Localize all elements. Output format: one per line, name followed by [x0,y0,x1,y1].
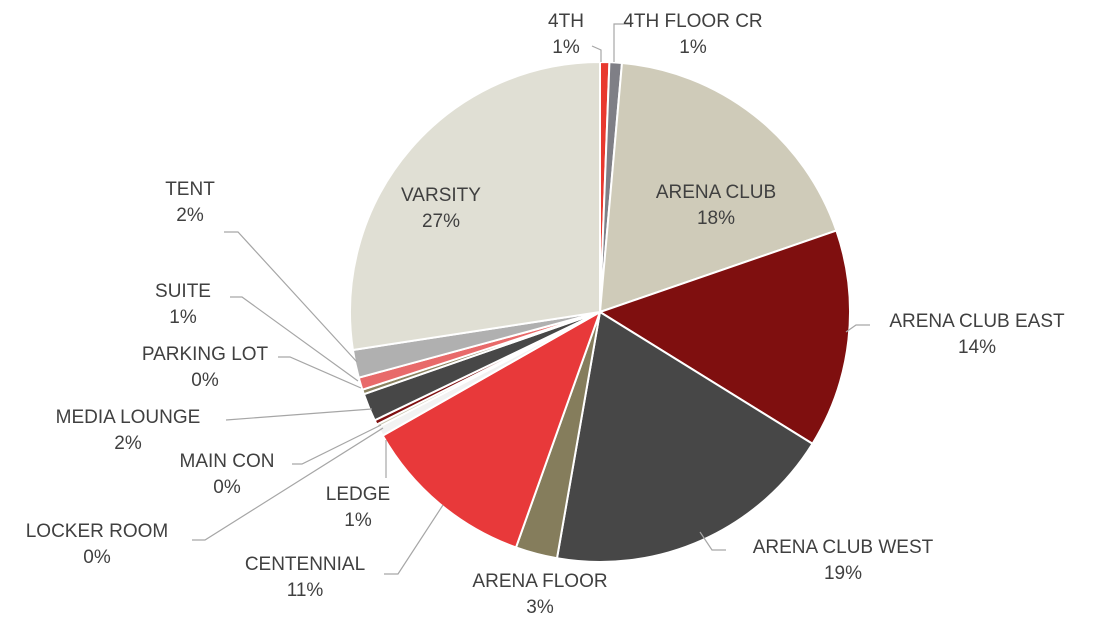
slice-value-label: 1% [344,510,372,531]
leader-line [278,356,362,389]
slice-label: VARSITY [401,185,481,206]
slice-value-label: 11% [287,580,324,601]
leader-line [699,531,726,551]
leader-line [192,427,384,541]
slice-value-label: 1% [552,37,580,58]
slice-label: MAIN CON [180,451,275,472]
slice-value-label: 2% [114,433,142,454]
slice-label: MEDIA LOUNGE [56,407,201,428]
slice-label: ARENA CLUB EAST [889,311,1065,332]
slice-value-label: 2% [176,205,204,226]
leader-line [613,23,632,62]
leader-line [292,424,382,465]
slice-label: PARKING LOT [142,344,269,365]
slice-value-label: 1% [679,37,707,58]
slice-label: TENT [165,179,215,200]
slice-label: ARENA CLUB WEST [753,537,934,558]
leader-line [384,504,444,575]
slice-value-label: 27% [422,211,460,232]
slice-label: 4TH [548,11,584,32]
slice-label: ARENA FLOOR [472,571,607,592]
pie-slice [598,61,838,314]
slice-value-label: 19% [824,563,862,584]
slice-value-label: 0% [213,477,241,498]
leader-line [224,231,358,363]
pie-slice [349,60,601,352]
slice-label: LOCKER ROOM [26,521,169,542]
slice-label: LEDGE [326,484,390,505]
leader-line [230,296,359,382]
slice-value-label: 1% [169,307,197,328]
slice-value-label: 14% [958,337,996,358]
slice-label: ARENA CLUB [656,182,776,203]
pie-slice [597,229,851,446]
slice-label: CENTENNIAL [245,554,365,575]
slice-label: SUITE [155,281,211,302]
slice-value-label: 0% [191,370,219,391]
leader-line [845,324,870,333]
leader-line [591,45,602,62]
pie-slice [555,310,814,563]
slice-value-label: 0% [83,547,111,568]
slice-label: 4TH FLOOR CR [623,11,762,32]
slice-value-label: 3% [526,597,554,618]
leader-line [225,408,373,421]
pie-slice [381,309,602,549]
slice-value-label: 18% [697,208,735,229]
